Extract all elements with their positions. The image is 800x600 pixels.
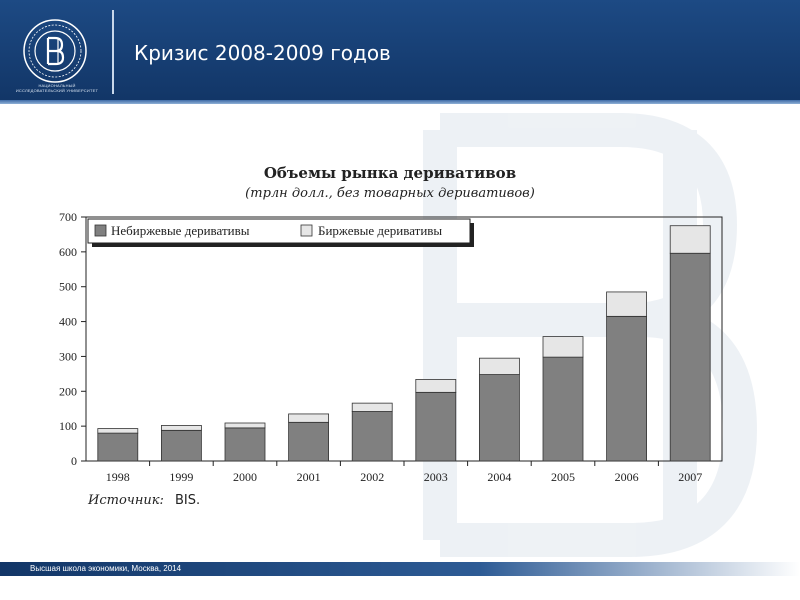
header-divider <box>112 10 114 94</box>
source-value: BIS. <box>175 493 201 508</box>
x-tick-label: 2005 <box>551 470 575 484</box>
x-tick-label: 1998 <box>106 470 130 484</box>
bar-otc <box>478 374 520 462</box>
footer-text: Высшая школа экономики, Москва, 2014 <box>30 564 182 573</box>
logo-caption: НАЦИОНАЛЬНЫЙ ИССЛЕДОВАТЕЛЬСКИЙ УНИВЕРСИТ… <box>15 83 99 93</box>
x-tick-label: 2001 <box>297 470 321 484</box>
page-title: Кризис 2008-2009 годов <box>134 41 391 65</box>
bar-otc <box>288 421 330 462</box>
legend-label-exchange: Биржевые деривативы <box>318 223 442 238</box>
hse-logo-icon <box>23 19 87 83</box>
x-tick-label: 2007 <box>678 470 702 484</box>
bar-exchange <box>669 225 711 254</box>
bar-exchange <box>351 402 393 412</box>
x-tick-label: 1999 <box>169 470 193 484</box>
bar-exchange <box>288 413 330 423</box>
bar-otc <box>606 315 647 462</box>
y-tick-label: 600 <box>59 245 77 259</box>
legend-swatch-exchange <box>300 224 313 237</box>
bar-otc <box>415 391 457 462</box>
source-label: Источник: <box>88 493 164 508</box>
bar-otc <box>351 411 393 462</box>
bar-exchange <box>606 291 647 317</box>
bar-exchange <box>97 428 139 434</box>
chart-subtitle: (трлн долл., без товарных деривативов) <box>245 186 535 201</box>
footer-bar <box>0 562 800 576</box>
bar-exchange <box>542 336 584 358</box>
chart-title: Объемы рынка деривативов <box>263 164 517 182</box>
y-tick-label: 100 <box>59 419 77 433</box>
header-rule <box>0 100 800 104</box>
y-tick-label: 0 <box>71 454 77 468</box>
header-bar <box>0 0 800 100</box>
y-tick-label: 300 <box>59 349 77 363</box>
x-tick-label: 2004 <box>487 470 511 484</box>
y-tick-label: 500 <box>59 280 77 294</box>
bar-exchange <box>415 379 457 393</box>
legend-label-otc: Небиржевые деривативы <box>111 223 250 238</box>
legend-box <box>87 218 471 244</box>
x-tick-label: 2003 <box>424 470 448 484</box>
bar-otc <box>160 429 202 462</box>
y-tick-label: 400 <box>59 315 77 329</box>
x-tick-label: 2000 <box>233 470 257 484</box>
legend-swatch-otc <box>94 224 107 237</box>
bar-otc <box>224 427 266 462</box>
x-tick-label: 2006 <box>615 470 639 484</box>
bar-otc <box>542 356 584 462</box>
bar-exchange <box>224 422 266 429</box>
bar-otc <box>669 252 711 462</box>
y-tick-label: 200 <box>59 384 77 398</box>
x-tick-label: 2002 <box>360 470 384 484</box>
bar-exchange <box>160 425 202 431</box>
bar-exchange <box>478 357 520 375</box>
bar-otc <box>97 432 139 462</box>
y-tick-label: 700 <box>59 210 77 224</box>
